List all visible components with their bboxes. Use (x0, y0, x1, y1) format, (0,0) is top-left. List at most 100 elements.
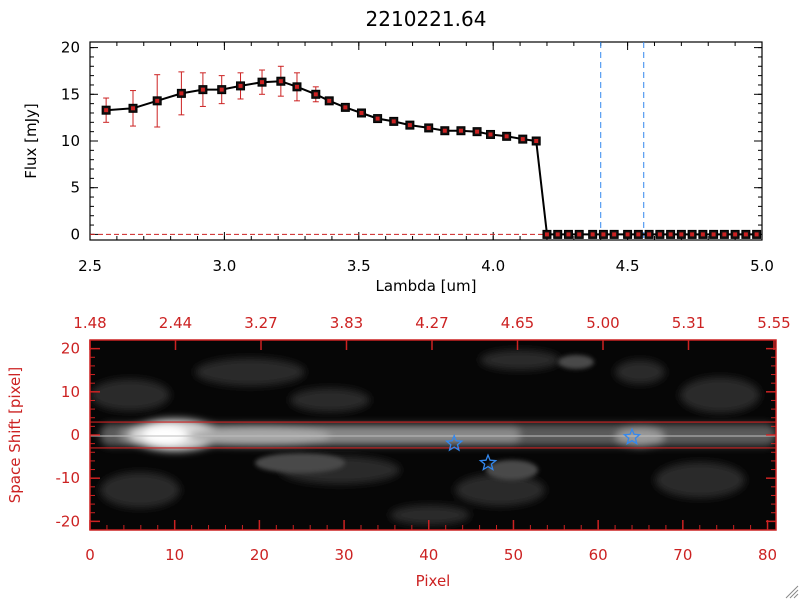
flux-point-core (700, 232, 705, 237)
image-x-tick-label-4: 40 (419, 546, 438, 564)
flux-point-core (566, 232, 571, 237)
flux-line (106, 80, 757, 236)
image-y-ticks: -20 -10 0 10 20 (56, 339, 776, 531)
x-tick-label-2: 3.5 (347, 257, 371, 275)
spectrum-frame (89, 41, 763, 241)
image-y-label: Space Shift [pixel] (6, 367, 24, 504)
x-tick-label-5: 5.0 (750, 257, 774, 275)
flux-point-core (155, 98, 160, 103)
flux-point-core (590, 232, 595, 237)
top-tick-label-8: 5.55 (757, 314, 790, 332)
image-y-tick-label-0: -20 (56, 512, 81, 530)
y-tick-label-0: 0 (70, 225, 80, 243)
image-y-tick-label-2: 0 (70, 426, 80, 444)
flux-point-core (679, 232, 684, 237)
top-tick-label-0: 1.48 (73, 314, 106, 332)
aperture-lines (90, 421, 776, 449)
image-x-tick-label-3: 30 (335, 546, 354, 564)
spectrum-x-ticks: 2.5 3.0 3.5 4.0 4.5 5.0 (78, 42, 774, 275)
flux-point-core (294, 84, 299, 89)
flux-point-core (711, 232, 716, 237)
top-tick-label-7: 5.31 (672, 314, 705, 332)
source-markers (444, 427, 642, 471)
x-tick-label-1: 3.0 (212, 257, 236, 275)
image-x-tick-label-0: 0 (85, 546, 95, 564)
x-tick-label-4: 4.5 (616, 257, 640, 275)
flux-point-core (555, 232, 560, 237)
source-star-icon-1 (478, 453, 498, 471)
flux-point-core (475, 129, 480, 134)
y-tick-label-2: 10 (61, 132, 80, 150)
spectrum-image (90, 340, 776, 530)
flux-point-core (219, 87, 224, 92)
flux-point-core (131, 106, 136, 111)
flux-point-core (200, 87, 205, 92)
flux-point-core (375, 116, 380, 121)
spectrum-plot: 2.5 3.0 3.5 4.0 4.5 5.0 0 5 10 15 20 (61, 39, 774, 275)
flux-point-core (657, 232, 662, 237)
flux-point-core (327, 98, 332, 103)
source-star-icon-2 (622, 427, 642, 446)
y-tick-label-3: 15 (61, 85, 80, 103)
image-x-tick-label-6: 60 (589, 546, 608, 564)
flux-point-core (601, 232, 606, 237)
flux-point-core (359, 110, 364, 115)
flux-point-core (313, 92, 318, 97)
flux-points (101, 76, 762, 239)
flux-point-core (260, 80, 265, 85)
image-x-tick-label-5: 50 (504, 546, 523, 564)
x-tick-label-3: 4.0 (481, 257, 505, 275)
chart-title: 2210221.64 (366, 7, 487, 31)
flux-point-core (504, 134, 509, 139)
spectrum-y-ticks: 0 5 10 15 20 (61, 39, 762, 243)
flux-point-core (520, 137, 525, 142)
flux-point-core (636, 232, 641, 237)
flux-point-core (238, 83, 243, 88)
image-y-tick-label-3: 10 (61, 383, 80, 401)
top-tick-label-2: 3.27 (244, 314, 277, 332)
y-tick-label-1: 5 (70, 179, 80, 197)
image-x-tick-label-7: 70 (673, 546, 692, 564)
flux-point-core (391, 119, 396, 124)
image-x-tick-label-8: 80 (758, 546, 777, 564)
flux-point-core (442, 128, 447, 133)
image-top-wavelength-ticks: 1.48 2.44 3.27 3.83 4.27 4.65 5.00 5.31 5.55 (73, 314, 791, 350)
flux-point-core (458, 128, 463, 133)
flux-point-core (625, 232, 630, 237)
flux-point-core (179, 91, 184, 96)
image-x-ticks: 0 10 20 30 40 50 60 70 80 (85, 520, 777, 564)
flux-point-core (544, 232, 549, 237)
y-tick-label-4: 20 (61, 39, 80, 57)
flux-point-core (690, 232, 695, 237)
source-star-icon-0 (444, 433, 464, 452)
flux-point-core (743, 232, 748, 237)
top-tick-label-5: 4.65 (501, 314, 534, 332)
flux-point-core (407, 123, 412, 128)
image-x-tick-label-2: 20 (250, 546, 269, 564)
flux-point-core (733, 232, 738, 237)
spectrum-x-label: Lambda [um] (376, 277, 477, 295)
image-y-tick-label-4: 20 (61, 340, 80, 358)
wavelength-markers (600, 42, 645, 240)
flux-point-core (488, 132, 493, 137)
flux-point-core (647, 232, 652, 237)
flux-point-core (754, 232, 759, 237)
top-tick-label-4: 4.27 (415, 314, 448, 332)
top-tick-label-6: 5.00 (586, 314, 619, 332)
resize-grip-icon[interactable] (785, 585, 799, 599)
flux-point-core (426, 125, 431, 130)
flux-point-core (104, 108, 109, 113)
flux-point-core (722, 232, 727, 237)
flux-point-core (612, 232, 617, 237)
flux-point-core (668, 232, 673, 237)
flux-point-core (534, 139, 539, 143)
top-tick-label-3: 3.83 (330, 314, 363, 332)
flux-point-core (343, 105, 348, 110)
top-tick-label-1: 2.44 (159, 314, 192, 332)
flux-point-core (278, 79, 283, 84)
spectrum-image-panel: 0 10 20 30 40 50 60 70 80 -20 -10 0 10 20 1.48 2.44 3.… (56, 314, 791, 564)
error-bars (103, 65, 319, 128)
flux-point-core (577, 232, 582, 237)
spectrum-y-label: Flux [mJy] (22, 103, 40, 179)
